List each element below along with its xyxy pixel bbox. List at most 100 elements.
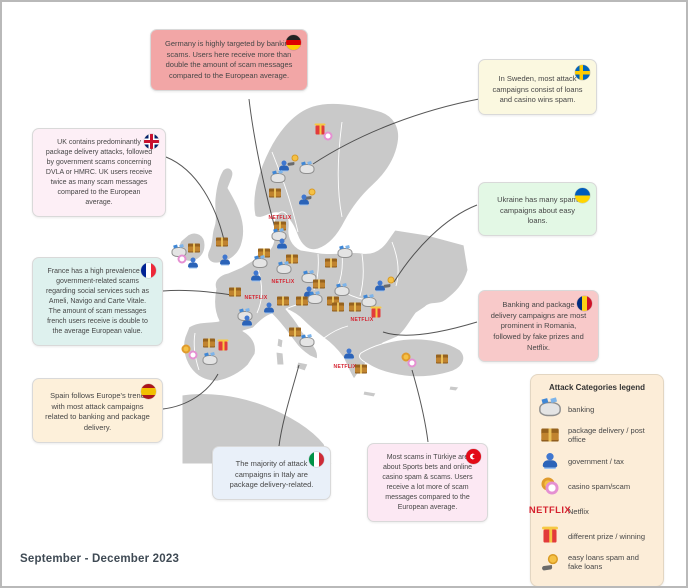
casino-icon xyxy=(540,477,560,495)
callout-ukraine-text: Ukraine has many spam campaigns about ea… xyxy=(497,195,578,226)
map-marker-government xyxy=(277,240,287,249)
map-marker-casino-pink xyxy=(188,350,198,360)
sweden-flag-icon xyxy=(575,65,590,80)
map-marker-banking xyxy=(301,273,317,283)
connector-turkiye xyxy=(411,369,429,443)
romania-flag-icon xyxy=(577,296,592,311)
map-marker-package xyxy=(258,248,270,258)
netflix-icon: NETFLIX xyxy=(528,505,572,517)
map-marker-banking xyxy=(276,264,292,274)
legend-label: Netflix xyxy=(568,506,589,516)
legend-label: package delivery / post office xyxy=(568,426,645,444)
map-marker-government xyxy=(375,282,385,291)
map-marker-package xyxy=(286,254,298,264)
connector-france xyxy=(162,289,239,297)
callout-italy-text: The majority of attack campaigns in Ital… xyxy=(229,459,314,490)
map-marker-package xyxy=(355,364,367,374)
map-marker-netflix: NETFLIX xyxy=(268,215,292,221)
callout-germany: Germany is highly targeted by banking sc… xyxy=(150,29,308,91)
map-marker-banking xyxy=(252,258,268,268)
legend-item-netflix: NETFLIX Netflix xyxy=(528,503,654,519)
connector-sweden xyxy=(312,98,480,165)
legend: Attack Categories legend banking package… xyxy=(528,374,664,586)
map-marker-package xyxy=(188,243,200,253)
map-marker-netflix: NETFLIX xyxy=(350,317,374,323)
map-marker-package xyxy=(296,296,308,306)
callout-spain-text: Spain follows Europe's trend with most a… xyxy=(45,391,150,432)
map-marker-government xyxy=(299,196,309,205)
callout-uk-text: UK contains predominantly package delive… xyxy=(45,139,153,206)
map-marker-government xyxy=(242,317,252,326)
uk-flag-icon xyxy=(144,134,159,149)
spain-flag-icon xyxy=(141,384,156,399)
map-marker-casino-pink xyxy=(323,131,333,141)
turkiye-flag-icon xyxy=(466,449,481,464)
legend-title: Attack Categories legend xyxy=(548,383,646,392)
map-crete xyxy=(362,390,377,398)
connector-spain xyxy=(162,373,219,410)
map-marker-package xyxy=(229,287,241,297)
map-marker-banking xyxy=(361,297,377,307)
callout-sweden: In Sweden, most attack campaigns consist… xyxy=(478,59,597,115)
legend-label: casino spam/scam xyxy=(568,481,631,491)
map-marker-government xyxy=(188,259,198,268)
callout-turkiye-text: Most scams in Türkiye are about Sports b… xyxy=(382,454,473,511)
map-sardinia xyxy=(275,351,285,366)
loans-icon xyxy=(540,554,560,570)
map-marker-casino-yellow xyxy=(181,344,191,354)
callout-italy: The majority of attack campaigns in Ital… xyxy=(212,446,331,500)
map-marker-netflix: NETFLIX xyxy=(271,279,295,285)
callout-france: France has a high prevalence of governme… xyxy=(32,257,163,346)
callout-france-text: France has a high prevalence of governme… xyxy=(45,268,150,335)
map-corsica xyxy=(276,337,284,349)
map-continent xyxy=(183,211,469,382)
map-marker-banking xyxy=(307,294,323,304)
callout-turkiye: Most scams in Türkiye are about Sports b… xyxy=(367,443,488,522)
legend-label: easy loans spam and fake loans xyxy=(568,553,639,571)
legend-item-government: government / tax xyxy=(540,453,654,469)
map-marker-banking xyxy=(270,173,286,183)
map-marker-government xyxy=(279,162,289,171)
map-sicily xyxy=(295,361,309,372)
italy-flag-icon xyxy=(309,452,324,467)
germany-flag-icon xyxy=(286,35,301,50)
period-label: September - December 2023 xyxy=(20,553,180,565)
callout-ukraine: Ukraine has many spam campaigns about ea… xyxy=(478,182,597,236)
map-marker-package xyxy=(203,338,215,348)
map-marker-government xyxy=(344,350,354,359)
map-turkey xyxy=(358,338,465,378)
map-marker-banking xyxy=(202,355,218,365)
legend-label: different prize / winning xyxy=(568,531,645,541)
map-marker-banking xyxy=(299,337,315,347)
map-marker-package xyxy=(332,302,344,312)
map-marker-government xyxy=(220,256,230,265)
callout-romania-text: Banking and package delivery campaigns a… xyxy=(490,300,587,352)
map-marker-government xyxy=(251,272,261,281)
map-marker-loans xyxy=(305,188,316,200)
legend-item-casino: casino spam/scam xyxy=(540,477,654,495)
callout-sweden-text: In Sweden, most attack campaigns consist… xyxy=(492,74,583,105)
map-marker-loans xyxy=(384,276,395,288)
map-marker-casino-pink xyxy=(177,254,187,264)
map-marker-prize xyxy=(314,123,326,135)
banking-icon xyxy=(539,401,561,417)
government-icon xyxy=(540,453,560,469)
map-marker-netflix: NETFLIX xyxy=(244,295,268,301)
map-marker-package xyxy=(327,296,339,306)
map-marker-prize xyxy=(217,339,229,351)
callout-uk: UK contains predominantly package delive… xyxy=(32,128,166,217)
callout-romania: Banking and package delivery campaigns a… xyxy=(478,290,599,363)
map-marker-loans xyxy=(288,154,299,166)
legend-item-prize: different prize / winning xyxy=(540,526,654,544)
legend-label: government / tax xyxy=(568,456,624,466)
connector-uk xyxy=(165,156,225,241)
map-marker-package xyxy=(277,296,289,306)
map-marker-casino-pink xyxy=(407,358,417,368)
map-marker-package xyxy=(216,237,228,247)
map-marker-banking xyxy=(334,286,350,296)
ukraine-flag-icon xyxy=(575,188,590,203)
map-marker-package xyxy=(313,279,325,289)
map-marker-package xyxy=(325,258,337,268)
map-marker-banking xyxy=(337,248,353,258)
